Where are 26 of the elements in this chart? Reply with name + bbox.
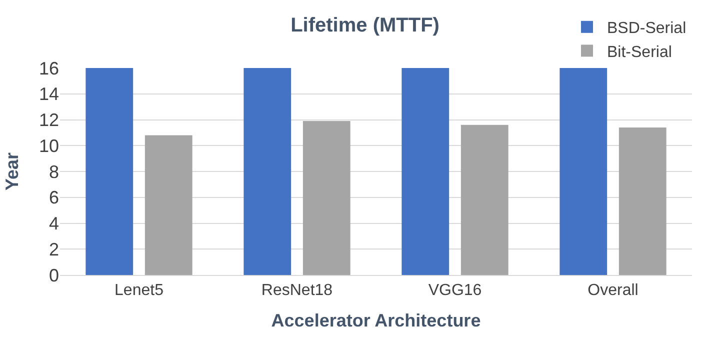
y-axis-title: Year bbox=[2, 152, 22, 191]
x-tick-label: Lenet5 bbox=[114, 282, 164, 300]
y-tick-label: 2 bbox=[48, 239, 59, 260]
y-tick-label: 6 bbox=[48, 188, 59, 208]
x-tick-label: VGG16 bbox=[428, 282, 482, 300]
bar bbox=[144, 135, 192, 275]
x-axis-title: Accelerator Architecture bbox=[271, 310, 481, 330]
y-tick-label: 12 bbox=[38, 110, 59, 130]
bar bbox=[618, 128, 666, 275]
legend-label: Bit-Serial bbox=[607, 44, 672, 61]
bar bbox=[402, 68, 450, 275]
y-tick-label: 10 bbox=[38, 136, 59, 156]
y-tick-label: 14 bbox=[38, 84, 59, 104]
y-tick-label: 4 bbox=[48, 214, 59, 234]
chart-title: Lifetime (MTTF) bbox=[290, 14, 440, 36]
x-tick-label: Overall bbox=[588, 282, 638, 300]
bar bbox=[460, 124, 508, 275]
y-tick-label: 8 bbox=[48, 162, 59, 182]
y-tick-label: 16 bbox=[38, 58, 59, 78]
bar bbox=[560, 68, 608, 275]
legend-label: BSD-Serial bbox=[607, 20, 686, 38]
bar bbox=[86, 68, 134, 275]
bar bbox=[244, 68, 292, 275]
bar bbox=[302, 121, 350, 275]
y-tick-label: 0 bbox=[48, 265, 59, 286]
x-tick-label: ResNet18 bbox=[261, 282, 333, 300]
